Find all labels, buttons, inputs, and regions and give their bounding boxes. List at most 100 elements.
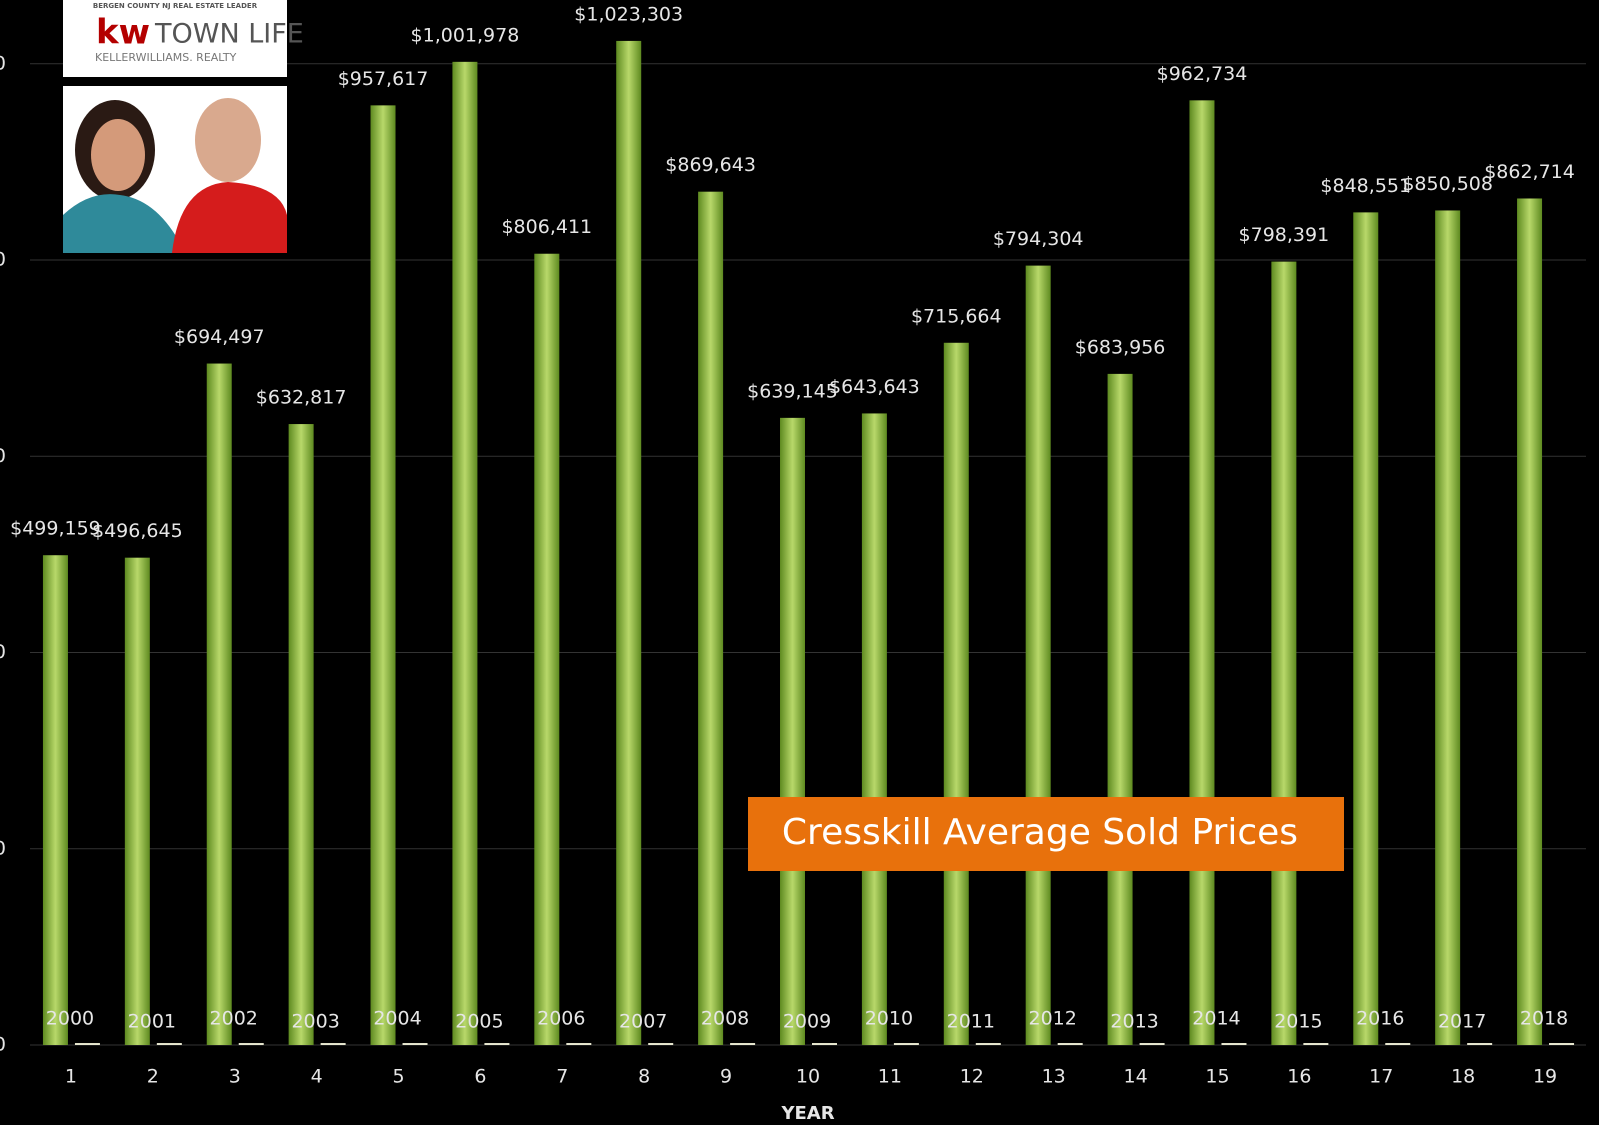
- bar: [452, 61, 478, 1045]
- title-box: [748, 797, 1344, 871]
- bar: [1517, 198, 1543, 1046]
- data-label: $957,617: [338, 68, 429, 90]
- bar: [698, 191, 724, 1045]
- chart-title: Cresskill Average Sold Prices: [782, 812, 1298, 853]
- data-label: $862,714: [1484, 161, 1575, 183]
- x-tick-label: 11: [878, 1066, 902, 1088]
- data-label: $794,304: [993, 228, 1084, 250]
- x-tick-label: 12: [960, 1066, 984, 1088]
- data-label: 2007: [619, 1011, 667, 1033]
- data-label: $683,956: [1075, 336, 1166, 358]
- data-label: $496,645: [92, 520, 183, 542]
- bar: [1189, 100, 1215, 1045]
- x-tick-label: 14: [1123, 1066, 1147, 1088]
- bar: [1271, 261, 1297, 1045]
- bar: [943, 342, 969, 1045]
- data-label: $848,551: [1320, 175, 1411, 197]
- x-tick-label: 5: [392, 1066, 404, 1088]
- data-label: 2011: [947, 1011, 995, 1033]
- data-label: 2002: [210, 1008, 258, 1030]
- data-label: 2017: [1438, 1011, 1486, 1033]
- bar: [566, 1043, 592, 1045]
- logo: BERGEN COUNTY NJ REAL ESTATE LEADER kw T…: [63, 0, 304, 77]
- data-label: $643,643: [829, 376, 920, 398]
- bar: [780, 417, 805, 1045]
- data-label: 2005: [455, 1011, 503, 1033]
- bar: [648, 1043, 674, 1045]
- y-tick-label: $400,000: [0, 641, 6, 663]
- bar: [1057, 1043, 1083, 1045]
- x-tick-label: 18: [1451, 1066, 1475, 1088]
- logo-tagline: BERGEN COUNTY NJ REAL ESTATE LEADER: [93, 2, 258, 10]
- bar: [206, 363, 232, 1046]
- data-label: $1,001,978: [411, 24, 520, 46]
- x-tick-label: 16: [1287, 1066, 1311, 1088]
- bar: [320, 1043, 346, 1045]
- data-label: $798,391: [1239, 224, 1330, 246]
- x-axis-title: YEAR: [780, 1103, 834, 1124]
- x-tick-label: 3: [229, 1066, 241, 1088]
- data-label: $632,817: [256, 387, 347, 409]
- data-label: $850,508: [1402, 173, 1493, 195]
- bar: [124, 557, 150, 1045]
- data-label: 2018: [1520, 1008, 1568, 1030]
- bar: [861, 413, 887, 1045]
- data-label: 2013: [1110, 1011, 1158, 1033]
- bar: [402, 1043, 428, 1045]
- x-tick-label: 9: [720, 1066, 732, 1088]
- data-label: 2012: [1029, 1008, 1077, 1030]
- bar: [1435, 210, 1461, 1045]
- data-label: 2014: [1192, 1008, 1240, 1030]
- y-tick-label: $200,000: [0, 837, 6, 859]
- data-label: $639,145: [747, 380, 838, 402]
- data-label: 2015: [1274, 1011, 1322, 1033]
- bar: [975, 1043, 1001, 1045]
- data-label: 2000: [46, 1008, 94, 1030]
- y-tick-label: $1,000,000: [0, 52, 6, 74]
- logo-box: [63, 0, 287, 77]
- y-tick-label: $800,000: [0, 249, 6, 271]
- plot: $0 $200,000 $400,000 $600,000 $800,000 $1,000…: [0, 3, 1586, 1088]
- x-tick-label: 7: [556, 1066, 568, 1088]
- logo-name: TOWN LIFE: [154, 19, 304, 50]
- bar: [1467, 1043, 1493, 1045]
- bar: [1549, 1043, 1575, 1045]
- x-tick-label: 15: [1205, 1066, 1229, 1088]
- y-tick-label: $0: [0, 1034, 6, 1056]
- photo-face: [91, 119, 145, 191]
- y-tick-label: $600,000: [0, 445, 6, 467]
- bar: [1221, 1043, 1247, 1045]
- x-tick-label: 8: [638, 1066, 650, 1088]
- bar: [484, 1043, 510, 1045]
- logo-brand: kw: [96, 13, 150, 53]
- bar: [1107, 373, 1133, 1045]
- logo-company: KELLERWILLIAMS. REALTY: [95, 51, 237, 64]
- data-label: 2003: [291, 1011, 339, 1033]
- photo-shirt: [172, 182, 287, 253]
- data-label: $869,643: [665, 154, 756, 176]
- bar: [1025, 265, 1051, 1045]
- data-label: 2006: [537, 1008, 585, 1030]
- bar: [238, 1043, 264, 1045]
- x-tick-label: 6: [474, 1066, 486, 1088]
- x-tick-label: 2: [147, 1066, 159, 1088]
- x-tick-label: 19: [1533, 1066, 1557, 1088]
- photo-face: [195, 98, 261, 182]
- data-label: $1,023,303: [574, 3, 683, 25]
- x-tick-label: 13: [1042, 1066, 1066, 1088]
- data-label: $962,734: [1157, 63, 1248, 85]
- data-label: $715,664: [911, 305, 1002, 327]
- data-label: 2008: [701, 1008, 749, 1030]
- bar: [534, 253, 560, 1046]
- data-label: 2001: [128, 1011, 176, 1033]
- x-tick-label: 10: [796, 1066, 820, 1088]
- data-label: 2004: [373, 1008, 421, 1030]
- x-tick-label: 17: [1369, 1066, 1393, 1088]
- bar: [812, 1043, 837, 1045]
- photo-shirt: [63, 194, 185, 253]
- data-label: 2016: [1356, 1008, 1404, 1030]
- bar: [1303, 1043, 1329, 1045]
- bar: [730, 1043, 756, 1045]
- bar: [42, 555, 68, 1045]
